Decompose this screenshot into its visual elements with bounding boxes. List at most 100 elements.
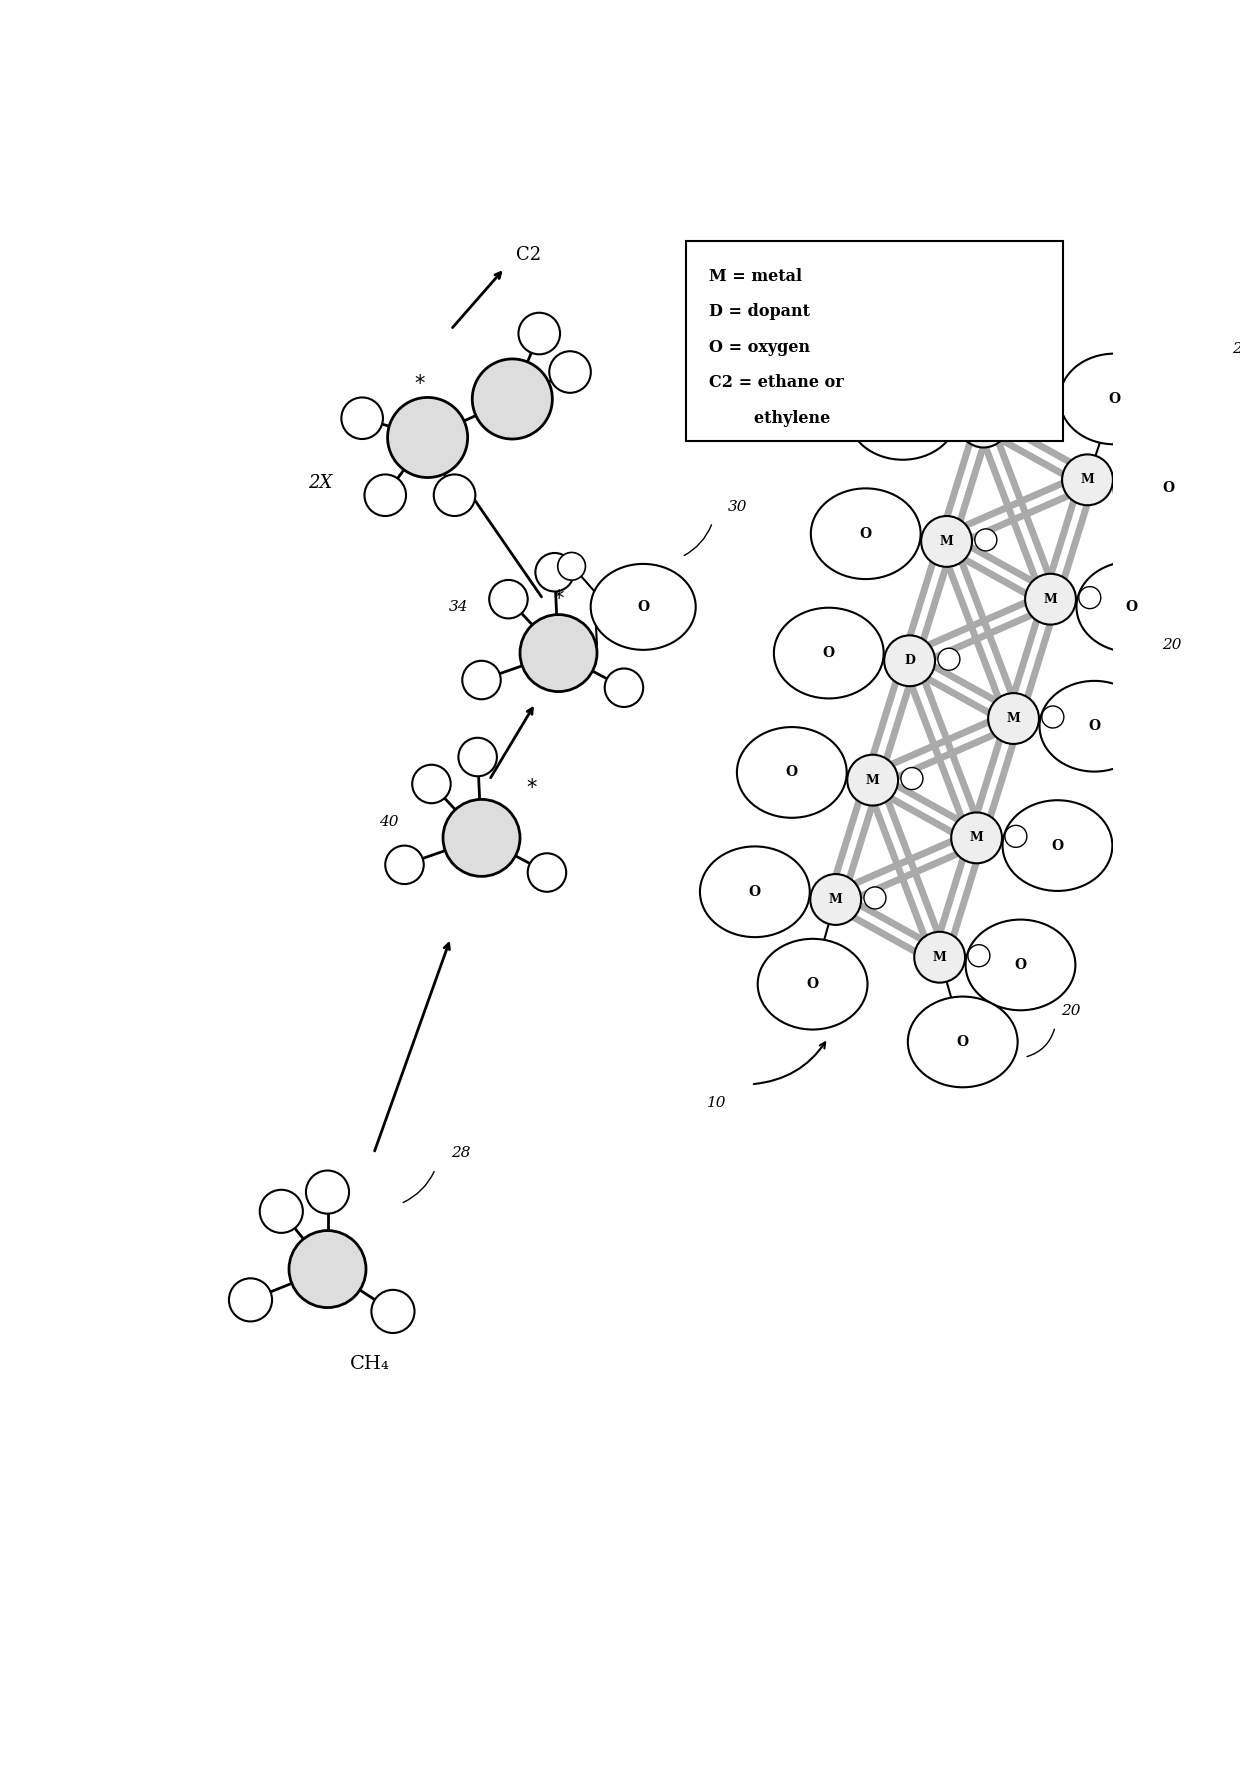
Text: 20: 20 bbox=[1231, 342, 1240, 356]
Circle shape bbox=[412, 766, 450, 803]
Circle shape bbox=[968, 944, 990, 968]
Circle shape bbox=[1117, 470, 1140, 491]
Text: M: M bbox=[1007, 712, 1021, 725]
Circle shape bbox=[536, 553, 574, 592]
Circle shape bbox=[1004, 826, 1027, 847]
Circle shape bbox=[558, 553, 585, 579]
Text: D: D bbox=[904, 654, 915, 668]
Circle shape bbox=[810, 874, 861, 925]
Ellipse shape bbox=[811, 489, 920, 579]
Text: O: O bbox=[749, 884, 761, 898]
Circle shape bbox=[988, 693, 1039, 744]
Ellipse shape bbox=[758, 939, 868, 1030]
Ellipse shape bbox=[774, 608, 884, 698]
Ellipse shape bbox=[1114, 443, 1223, 533]
Circle shape bbox=[1063, 454, 1112, 505]
Text: O: O bbox=[1162, 480, 1174, 494]
Circle shape bbox=[1007, 828, 1028, 849]
Ellipse shape bbox=[1059, 354, 1169, 445]
FancyBboxPatch shape bbox=[686, 241, 1063, 441]
Text: 30: 30 bbox=[728, 500, 748, 514]
Circle shape bbox=[605, 668, 644, 707]
Text: O: O bbox=[1109, 392, 1121, 406]
Text: 28: 28 bbox=[450, 1146, 470, 1161]
Circle shape bbox=[520, 615, 596, 691]
Circle shape bbox=[864, 888, 887, 909]
Text: 20: 20 bbox=[1060, 1005, 1080, 1017]
Circle shape bbox=[921, 516, 972, 567]
Text: M: M bbox=[977, 416, 991, 429]
Circle shape bbox=[549, 351, 590, 393]
Circle shape bbox=[490, 579, 528, 618]
Text: O: O bbox=[859, 526, 872, 540]
Text: O: O bbox=[897, 408, 909, 422]
Ellipse shape bbox=[1076, 562, 1187, 652]
Circle shape bbox=[914, 932, 965, 983]
Ellipse shape bbox=[966, 920, 1075, 1010]
Circle shape bbox=[306, 1171, 350, 1214]
Text: D = dopant: D = dopant bbox=[708, 303, 810, 321]
Circle shape bbox=[959, 397, 1009, 448]
Circle shape bbox=[386, 845, 424, 884]
Circle shape bbox=[518, 312, 560, 354]
Text: O: O bbox=[959, 335, 971, 349]
Circle shape bbox=[434, 475, 475, 516]
Ellipse shape bbox=[699, 847, 810, 937]
Text: FIG. 1: FIG. 1 bbox=[955, 829, 1024, 851]
Text: 24: 24 bbox=[862, 641, 880, 656]
Text: M: M bbox=[932, 952, 946, 964]
Ellipse shape bbox=[1039, 680, 1149, 771]
Text: *: * bbox=[414, 374, 425, 393]
Text: M = metal: M = metal bbox=[708, 268, 801, 285]
Text: 10: 10 bbox=[707, 1097, 727, 1111]
Circle shape bbox=[289, 1230, 366, 1308]
Circle shape bbox=[975, 528, 997, 551]
Text: O: O bbox=[786, 766, 797, 780]
Circle shape bbox=[1012, 409, 1034, 432]
Text: 20: 20 bbox=[1162, 638, 1182, 652]
Circle shape bbox=[443, 799, 520, 877]
Circle shape bbox=[884, 636, 935, 686]
Circle shape bbox=[388, 397, 467, 477]
Text: M: M bbox=[1044, 592, 1058, 606]
Circle shape bbox=[365, 475, 405, 516]
Text: O: O bbox=[1052, 838, 1064, 852]
Text: C2 = ethane or: C2 = ethane or bbox=[708, 374, 843, 392]
Text: O: O bbox=[957, 1035, 968, 1049]
Circle shape bbox=[528, 854, 567, 891]
Circle shape bbox=[472, 360, 552, 439]
Circle shape bbox=[1043, 707, 1065, 730]
Circle shape bbox=[259, 1189, 303, 1233]
Circle shape bbox=[341, 397, 383, 439]
Circle shape bbox=[1042, 705, 1064, 728]
Text: O: O bbox=[637, 601, 650, 613]
Text: M: M bbox=[866, 774, 879, 787]
Text: O = oxygen: O = oxygen bbox=[708, 338, 810, 356]
Circle shape bbox=[970, 946, 992, 968]
Circle shape bbox=[937, 649, 960, 670]
Circle shape bbox=[901, 767, 923, 790]
Circle shape bbox=[459, 737, 497, 776]
Text: 40: 40 bbox=[379, 815, 399, 829]
Text: ethylene: ethylene bbox=[708, 409, 830, 427]
Text: O: O bbox=[1014, 959, 1027, 971]
Text: M: M bbox=[1080, 473, 1095, 486]
Text: M: M bbox=[970, 831, 983, 845]
Circle shape bbox=[1079, 587, 1101, 608]
Circle shape bbox=[372, 1290, 414, 1333]
Text: O: O bbox=[822, 647, 835, 661]
Circle shape bbox=[229, 1278, 272, 1322]
Text: C2: C2 bbox=[516, 246, 542, 264]
Text: M: M bbox=[940, 535, 954, 548]
Ellipse shape bbox=[1003, 801, 1112, 891]
Ellipse shape bbox=[908, 996, 1018, 1088]
Text: *: * bbox=[553, 588, 564, 610]
Text: O: O bbox=[1089, 719, 1100, 734]
Circle shape bbox=[1080, 588, 1102, 610]
Circle shape bbox=[463, 661, 501, 700]
Circle shape bbox=[1025, 574, 1076, 624]
Ellipse shape bbox=[848, 369, 957, 459]
Text: *: * bbox=[526, 778, 537, 797]
Text: CH₄: CH₄ bbox=[350, 1356, 389, 1373]
Text: O: O bbox=[806, 976, 818, 991]
